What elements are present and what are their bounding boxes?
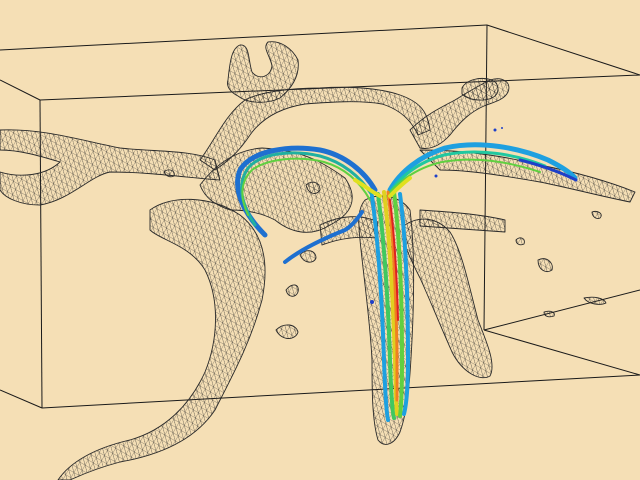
right-top-knot: [461, 77, 499, 101]
fragment-8: [515, 237, 525, 246]
fragment-6: [583, 296, 607, 305]
fragment-1: [285, 284, 299, 297]
left-branch-vessel: [0, 129, 221, 206]
streamline-junction-right: [388, 176, 412, 198]
vessel-mesh: [0, 41, 636, 480]
fragment-10: [163, 169, 175, 178]
streamline-junction-left: [353, 178, 382, 198]
fragment-2: [275, 324, 299, 339]
streamline-trunk-blue-left: [370, 194, 390, 422]
streamline-left-arch-inner: [241, 157, 371, 216]
fragment-4: [305, 181, 321, 194]
streamline-right-branch-tip: [518, 158, 578, 182]
left-descending-vessel: [57, 198, 266, 480]
streamline-lower-left: [283, 210, 364, 264]
streamline-right-arch-inner: [383, 158, 541, 201]
streamline-trunk-orange: [386, 190, 399, 402]
streamline-right-arch-outer: [387, 142, 578, 193]
fragment-3: [299, 250, 317, 263]
debris-points: [370, 127, 503, 304]
right-descending-vessel: [403, 218, 493, 379]
fragment-9: [543, 310, 555, 318]
streamlines: [235, 142, 578, 422]
right-branch-vessel: [419, 149, 636, 203]
streamline-trunk-red: [389, 199, 399, 321]
top-branch-vessel: [227, 41, 299, 103]
streamline-left-arch-outer: [235, 145, 378, 238]
fragment-7: [591, 211, 602, 219]
streamline-right-arch-mid: [386, 150, 547, 198]
streamline-trunk-blue-right: [398, 192, 411, 416]
streamline-trunk-green-left: [376, 192, 396, 420]
streamline-trunk-green-right: [392, 190, 405, 418]
fragment-5: [537, 258, 553, 272]
